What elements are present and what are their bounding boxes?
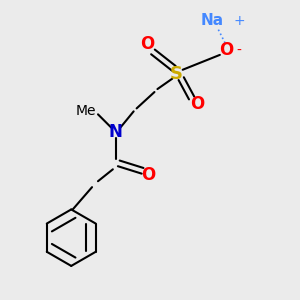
Text: O: O [140, 35, 154, 53]
Text: O: O [219, 41, 233, 59]
Text: -: - [237, 44, 242, 57]
Text: S: S [170, 65, 183, 83]
Text: N: N [109, 123, 123, 141]
Text: O: O [190, 95, 205, 113]
Text: Me: Me [76, 104, 96, 118]
Text: +: + [233, 14, 245, 28]
Text: Na: Na [201, 13, 224, 28]
Text: O: O [141, 166, 156, 184]
